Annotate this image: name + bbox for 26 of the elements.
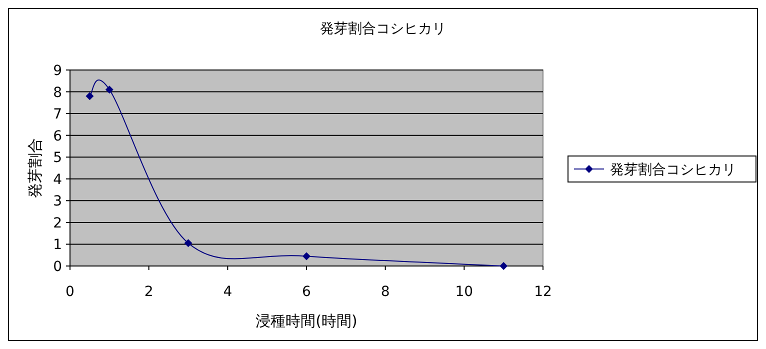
point xyxy=(184,239,192,248)
point xyxy=(86,92,94,100)
legend-label: 発芽割合コシヒカリ xyxy=(610,162,736,178)
y-tick-label: 2 xyxy=(53,215,62,232)
y-tick-label: 4 xyxy=(53,172,62,188)
point xyxy=(302,252,310,260)
y-tick-label: 8 xyxy=(53,84,62,101)
y-tick-label: 3 xyxy=(53,194,62,210)
x-axis-title: 浸種時間(時間) xyxy=(256,312,358,330)
x-tick-label: 8 xyxy=(380,284,390,300)
chart-title: 発芽割合コシヒカリ xyxy=(320,21,446,37)
y-axis-title: 発芽割合 xyxy=(26,138,44,198)
y-tick-label: 7 xyxy=(53,106,62,123)
x-tick-label: 4 xyxy=(223,284,232,300)
y-tick-label: 9 xyxy=(53,63,62,79)
y-tick-label: 6 xyxy=(53,128,62,144)
x-tick-label: 2 xyxy=(144,284,154,300)
x-tick-label: 10 xyxy=(455,284,474,300)
point xyxy=(500,262,508,270)
y-tick-label: 1 xyxy=(53,237,62,254)
point xyxy=(105,86,114,94)
x-tick-label: 6 xyxy=(302,284,312,300)
y-tick-label: 5 xyxy=(53,150,62,166)
y-tick-label: 0 xyxy=(53,259,62,275)
x-tick-label: 0 xyxy=(66,284,74,300)
x-tick-label: 12 xyxy=(534,284,552,300)
